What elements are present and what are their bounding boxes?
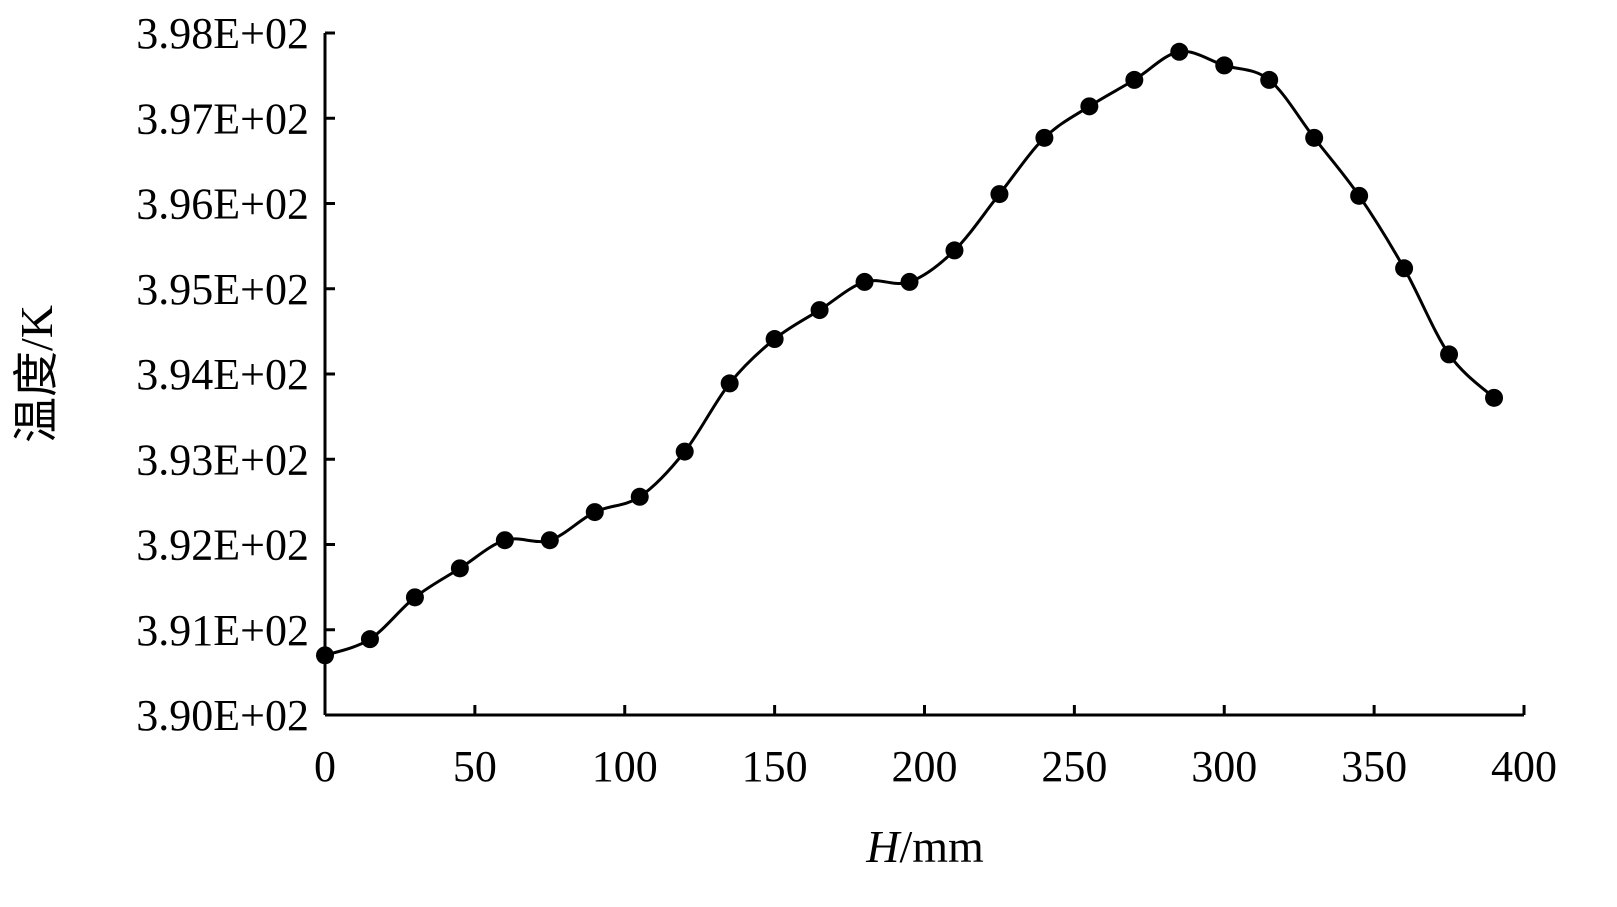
y-tick-label: 3.93E+02 (136, 435, 309, 484)
y-tick-label: 3.98E+02 (136, 9, 309, 58)
y-tick-label: 3.97E+02 (136, 94, 309, 143)
y-tick-label: 3.95E+02 (136, 265, 309, 314)
data-point (1125, 70, 1144, 89)
data-point (630, 487, 649, 506)
x-tick-label: 150 (742, 742, 808, 791)
data-point (1485, 388, 1504, 407)
data-point (675, 442, 694, 461)
data-point (1395, 259, 1414, 278)
data-point (316, 646, 334, 665)
data-point (360, 630, 379, 649)
y-tick-label: 3.92E+02 (136, 521, 309, 570)
x-axis-title-unit: /mm (899, 821, 984, 872)
data-point (900, 272, 919, 291)
data-point (540, 531, 559, 550)
x-tick-label: 100 (592, 742, 658, 791)
series (316, 42, 1504, 665)
data-point (1035, 128, 1054, 147)
data-point (1170, 42, 1189, 61)
data-point (810, 301, 829, 320)
data-point (1080, 97, 1099, 116)
ticks: 3.90E+02 3.91E+02 3.92E+02 3.93E+02 3.94E+02… (136, 9, 1557, 791)
y-tick-label: 3.91E+02 (136, 606, 309, 655)
data-point (450, 559, 469, 578)
data-point (1350, 186, 1369, 205)
x-axis-title: H/mm (865, 821, 984, 872)
x-tick-label: 350 (1341, 742, 1407, 791)
data-point (405, 588, 424, 607)
x-tick-label: 0 (314, 742, 336, 791)
x-tick-label: 250 (1041, 742, 1107, 791)
data-point (855, 272, 874, 291)
data-point (1215, 56, 1234, 75)
data-point (1260, 70, 1279, 89)
data-point (1305, 128, 1324, 147)
x-tick-label: 400 (1491, 742, 1557, 791)
x-axis-title-variable: H (865, 821, 902, 872)
y-tick-label: 3.94E+02 (136, 350, 309, 399)
data-point (495, 531, 514, 550)
x-tick-label: 50 (453, 742, 497, 791)
x-tick-label: 300 (1191, 742, 1257, 791)
y-tick-label: 3.96E+02 (136, 180, 309, 229)
axes (323, 33, 1524, 717)
data-point (1440, 345, 1459, 364)
data-point (990, 185, 1009, 204)
data-point (945, 241, 964, 260)
data-point (585, 503, 604, 522)
data-point (765, 330, 784, 349)
x-tick-label: 200 (892, 742, 958, 791)
y-tick-label: 3.90E+02 (136, 691, 309, 740)
data-point (720, 374, 739, 393)
y-axis-title: 温度/K (11, 305, 62, 443)
